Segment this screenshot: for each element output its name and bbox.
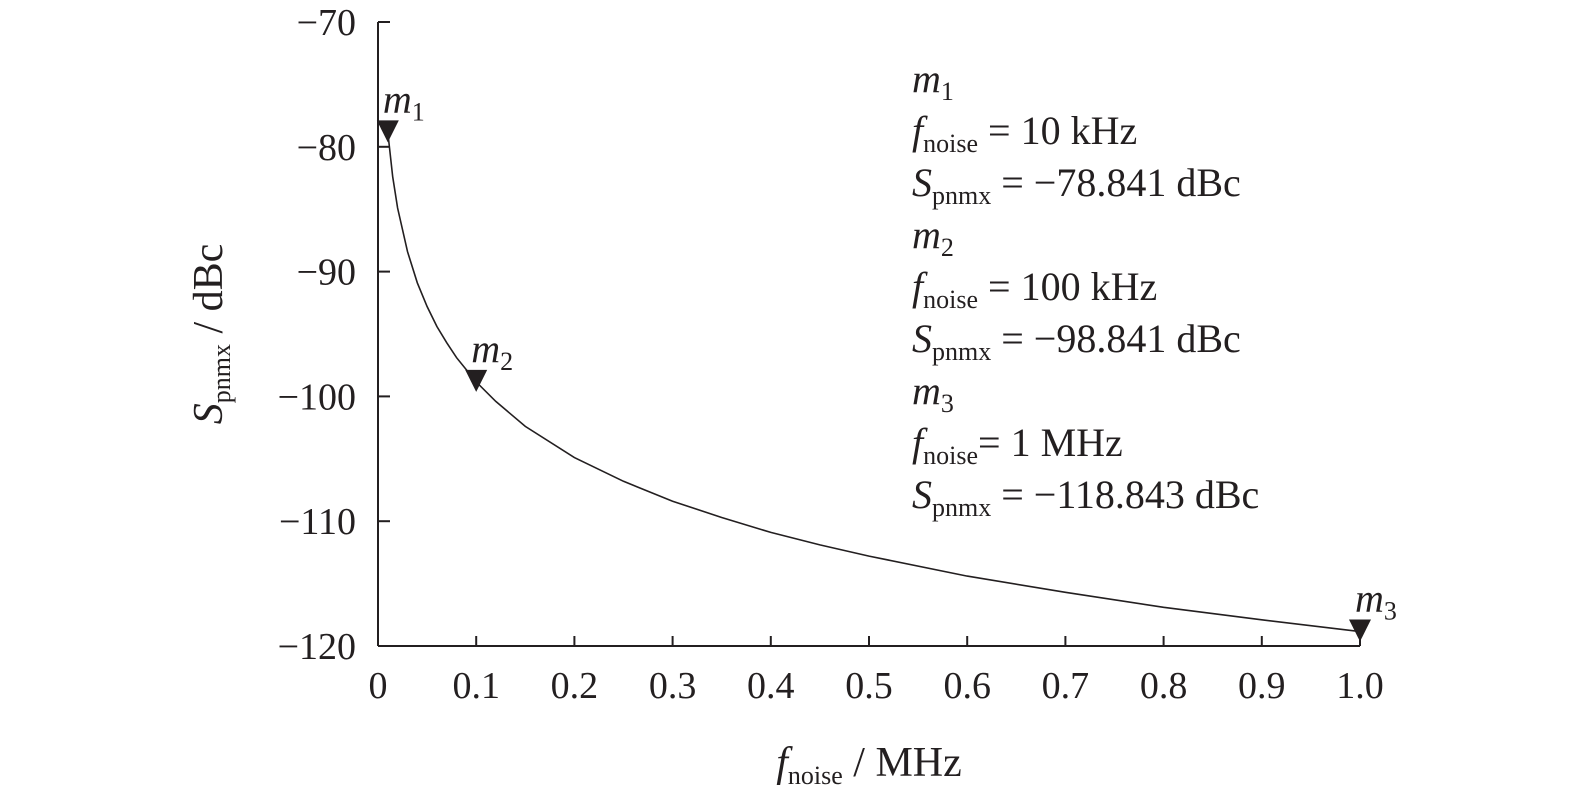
x-tick-label: 0.9 bbox=[1238, 665, 1286, 707]
y-axis-label: Spnmx / dBc bbox=[186, 244, 236, 425]
marker-labels: m1 m2 m3 bbox=[383, 76, 1397, 625]
marker-2-icon bbox=[465, 369, 488, 392]
x-tick-label: 0.7 bbox=[1042, 665, 1090, 707]
y-tick-label: −120 bbox=[278, 626, 356, 668]
series-layer bbox=[387, 132, 1361, 633]
markers bbox=[376, 120, 1371, 642]
x-tick-label: 0.4 bbox=[747, 665, 795, 707]
x-tick-label: 0.5 bbox=[845, 665, 893, 707]
x-tick-label: 0.2 bbox=[551, 665, 599, 707]
y-tick-label: −90 bbox=[297, 252, 356, 294]
marker-1-icon bbox=[376, 120, 399, 143]
annotation-2-frequency: fnoise = 100 kHz bbox=[912, 264, 1157, 314]
annotation-1-value: Spnmx = −78.841 dBc bbox=[912, 160, 1241, 210]
x-tick-label: 1.0 bbox=[1336, 665, 1384, 707]
tick-labels: 0 0.1 0.2 0.3 0.4 0.5 0.6 0.7 0.8 0.9 1.0 −70 −80 −90… bbox=[278, 2, 1384, 707]
x-axis-label: fnoise / MHz bbox=[776, 740, 962, 790]
annotation-2-value: Spnmx = −98.841 dBc bbox=[912, 316, 1241, 366]
y-tick-label: −70 bbox=[297, 2, 356, 44]
x-axis-label-unit: / MHz bbox=[843, 740, 962, 786]
y-tick-label: −110 bbox=[279, 501, 356, 543]
x-axis-label-sub: noise bbox=[788, 761, 843, 790]
annotation-3-value: Spnmx = −118.843 dBc bbox=[912, 472, 1259, 522]
series-line bbox=[387, 132, 1361, 633]
annotation-1-frequency: fnoise = 10 kHz bbox=[912, 108, 1137, 158]
x-tick-label: 0.8 bbox=[1140, 665, 1188, 707]
y-axis-label-unit: / dBc bbox=[186, 244, 232, 344]
annotation-2-marker: m2 bbox=[912, 212, 954, 262]
annotation-3-marker: m3 bbox=[912, 368, 954, 418]
marker-1-label: m1 bbox=[383, 76, 425, 126]
y-axis-label-sub: pnmx bbox=[207, 344, 236, 403]
marker-3-icon bbox=[1349, 619, 1371, 642]
y-tick-label: −80 bbox=[297, 127, 356, 169]
marker-2-label: m2 bbox=[471, 326, 513, 376]
y-axis-label-var: S bbox=[186, 403, 232, 424]
annotation-1-marker: m1 bbox=[912, 56, 954, 106]
x-tick-label: 0.6 bbox=[943, 665, 991, 707]
x-tick-label: 0.1 bbox=[452, 665, 500, 707]
annotation-3-frequency: fnoise= 1 MHz bbox=[912, 420, 1123, 470]
marker-3-label: m3 bbox=[1355, 576, 1397, 626]
y-tick-label: −100 bbox=[278, 376, 356, 418]
x-tick-label: 0 bbox=[369, 665, 388, 707]
x-tick-label: 0.3 bbox=[649, 665, 697, 707]
